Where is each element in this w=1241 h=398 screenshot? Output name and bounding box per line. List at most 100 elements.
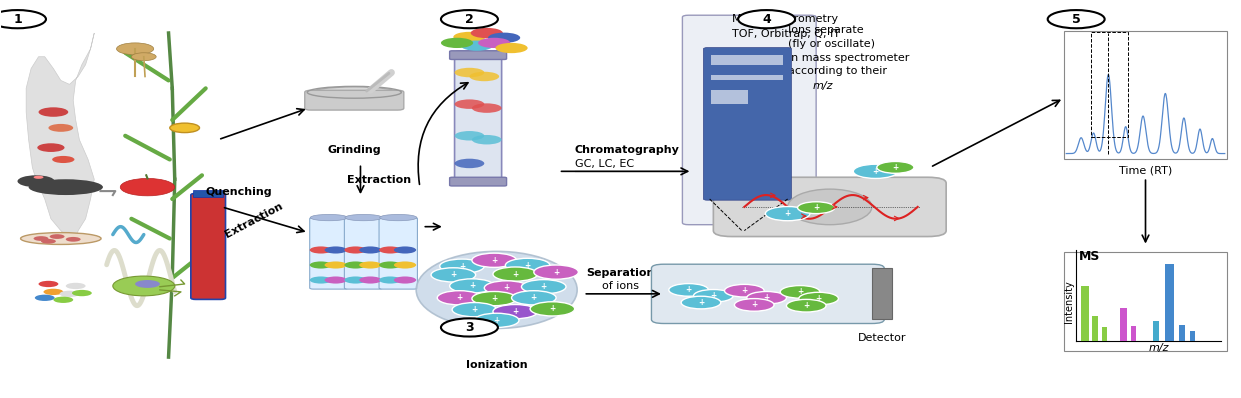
FancyBboxPatch shape — [454, 51, 501, 185]
FancyBboxPatch shape — [191, 193, 226, 299]
Circle shape — [799, 292, 839, 305]
Circle shape — [37, 143, 65, 152]
Text: MS: MS — [1078, 250, 1100, 263]
Text: +: + — [751, 300, 757, 309]
Text: +: + — [741, 286, 747, 295]
Text: Grinding: Grinding — [328, 144, 381, 154]
FancyBboxPatch shape — [704, 48, 792, 200]
Circle shape — [113, 276, 175, 296]
Circle shape — [325, 261, 346, 269]
Circle shape — [505, 258, 550, 273]
Circle shape — [41, 239, 56, 244]
Text: +: + — [815, 294, 822, 303]
Bar — [1179, 325, 1185, 341]
Bar — [1092, 316, 1098, 341]
Circle shape — [379, 261, 401, 269]
Circle shape — [781, 285, 820, 298]
Text: +: + — [541, 282, 547, 291]
Text: 2: 2 — [465, 13, 474, 26]
Text: Intensity: Intensity — [1064, 280, 1073, 323]
Circle shape — [38, 107, 68, 117]
Circle shape — [17, 175, 55, 187]
Text: of ions: of ions — [602, 281, 639, 291]
Circle shape — [493, 267, 537, 281]
Circle shape — [132, 53, 156, 60]
Text: +: + — [531, 293, 537, 302]
Circle shape — [470, 28, 503, 38]
Circle shape — [747, 291, 787, 304]
Circle shape — [66, 283, 86, 289]
Text: according to their: according to their — [788, 66, 886, 76]
Circle shape — [877, 162, 913, 173]
Circle shape — [120, 178, 175, 196]
Circle shape — [534, 265, 578, 279]
Circle shape — [478, 38, 510, 48]
Text: +: + — [784, 209, 791, 218]
Ellipse shape — [416, 252, 577, 328]
Circle shape — [449, 279, 494, 293]
Bar — [1119, 308, 1127, 341]
Ellipse shape — [310, 215, 347, 221]
Circle shape — [135, 280, 160, 288]
Circle shape — [50, 234, 65, 239]
Ellipse shape — [380, 215, 417, 221]
Circle shape — [472, 291, 516, 306]
Bar — [194, 190, 223, 197]
Circle shape — [452, 302, 496, 317]
Circle shape — [325, 277, 346, 284]
Text: +: + — [550, 304, 556, 313]
Text: Quenching: Quenching — [206, 187, 273, 197]
Text: 3: 3 — [465, 321, 474, 334]
Circle shape — [787, 299, 827, 312]
Circle shape — [493, 304, 537, 319]
Circle shape — [117, 43, 154, 55]
Text: +: + — [763, 293, 769, 302]
Bar — [1081, 286, 1088, 341]
Bar — [1190, 332, 1195, 341]
Circle shape — [431, 268, 475, 282]
Circle shape — [469, 72, 499, 81]
Bar — [711, 90, 748, 104]
Text: +: + — [697, 298, 704, 307]
Text: Mass spectrometry: Mass spectrometry — [732, 14, 838, 24]
Text: Time (RT): Time (RT) — [1119, 166, 1173, 176]
Text: Extraction: Extraction — [347, 175, 411, 185]
Text: +: + — [525, 261, 531, 270]
Circle shape — [725, 284, 764, 297]
Circle shape — [393, 246, 416, 254]
Text: Separation: Separation — [586, 268, 655, 278]
Text: Ions separate: Ions separate — [788, 25, 864, 35]
Text: Extraction: Extraction — [223, 201, 284, 240]
Circle shape — [441, 318, 498, 337]
Bar — [1091, 32, 1128, 137]
FancyBboxPatch shape — [714, 177, 946, 236]
Text: TOF, Orbitrap, Q, IT: TOF, Orbitrap, Q, IT — [732, 29, 840, 39]
Circle shape — [310, 277, 333, 284]
Circle shape — [460, 41, 493, 51]
Text: +: + — [494, 316, 500, 325]
Text: +: + — [685, 285, 691, 295]
FancyBboxPatch shape — [683, 15, 817, 225]
Circle shape — [854, 164, 897, 178]
Circle shape — [439, 259, 484, 273]
Text: m/z: m/z — [1149, 343, 1169, 353]
Circle shape — [34, 176, 43, 179]
Circle shape — [454, 131, 484, 140]
Text: 5: 5 — [1072, 13, 1081, 26]
Circle shape — [681, 296, 721, 309]
Circle shape — [511, 291, 556, 305]
FancyBboxPatch shape — [449, 51, 506, 59]
Text: +: + — [513, 269, 519, 279]
Circle shape — [53, 297, 73, 303]
Circle shape — [325, 246, 346, 254]
Circle shape — [48, 124, 73, 132]
Text: +: + — [813, 203, 819, 212]
Text: (fly or oscillate): (fly or oscillate) — [788, 39, 875, 49]
Circle shape — [798, 202, 835, 214]
Text: +: + — [469, 281, 475, 291]
Circle shape — [472, 135, 501, 144]
Text: GC, LC, EC: GC, LC, EC — [575, 159, 634, 169]
Bar — [872, 268, 892, 319]
Bar — [1064, 252, 1227, 351]
Circle shape — [72, 290, 92, 296]
